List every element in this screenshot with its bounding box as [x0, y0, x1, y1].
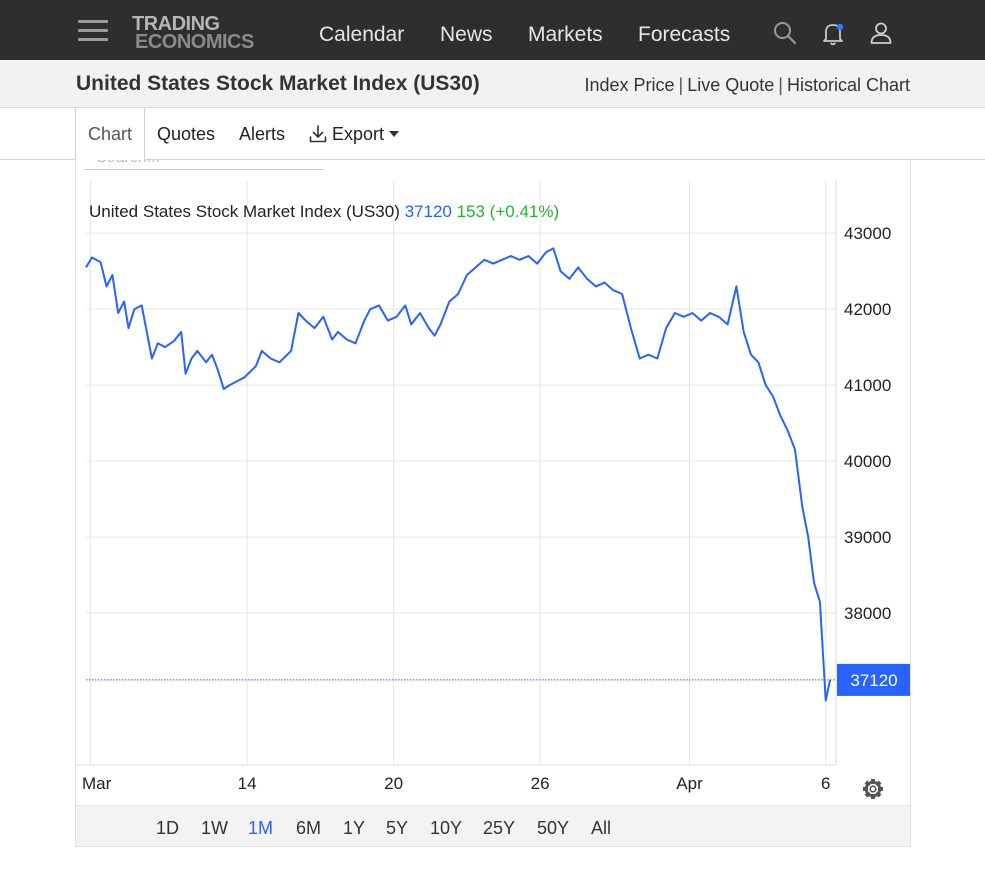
y-tick-label: 41000 — [844, 376, 891, 395]
nav-calendar[interactable]: Calendar — [319, 23, 405, 46]
range-button-1w[interactable]: 1W — [201, 818, 228, 838]
x-tick-label: 6 — [821, 774, 830, 793]
logo-line-1: TRADING — [132, 13, 220, 35]
tab-quotes[interactable]: Quotes — [157, 124, 216, 144]
trading-economics-logo[interactable]: TRADING ECONOMICS — [132, 14, 282, 54]
price-chart[interactable]: 43000 42000 41000 40000 39000 38000 Mar 14 20 26 A… — [76, 160, 911, 805]
x-tick-label: Apr — [676, 774, 703, 793]
x-tick-label: 14 — [238, 774, 257, 793]
logo-line-2: ECONOMICS — [135, 31, 254, 53]
quote-name: United States Stock Market Index (US30) — [89, 202, 405, 221]
tab-alerts[interactable]: Alerts — [239, 124, 286, 144]
chart-tabs-bar: Chart Quotes Alerts Export — [0, 108, 985, 160]
link-separator: | — [678, 75, 684, 95]
last-price-box — [837, 663, 910, 696]
range-button-1d[interactable]: 1D — [156, 818, 180, 838]
search-icon[interactable] — [772, 20, 798, 46]
range-selector: 1D 1W 1M 6M 1Y 5Y 10Y 25Y 50Y All — [76, 805, 910, 846]
range-button-6m[interactable]: 6M — [296, 818, 322, 838]
gear-icon[interactable] — [863, 779, 883, 799]
range-button-25y[interactable]: 25Y — [483, 818, 516, 838]
nav-forecasts[interactable]: Forecasts — [638, 23, 731, 46]
range-button-10y[interactable]: 10Y — [430, 818, 463, 838]
menu-icon[interactable] — [78, 18, 108, 44]
quote-change: 153 (+0.41%) — [457, 202, 560, 221]
index-price-link[interactable]: Index Price — [584, 75, 675, 95]
range-button-50y[interactable]: 50Y — [537, 818, 570, 838]
live-quote-link[interactable]: Live Quote — [687, 75, 775, 95]
y-tick-label: 38000 — [844, 604, 891, 623]
range-button-1y[interactable]: 1Y — [343, 818, 366, 838]
download-icon — [309, 125, 327, 143]
link-separator: | — [778, 75, 783, 95]
user-icon[interactable] — [868, 20, 894, 46]
series-line — [85, 247, 832, 702]
x-tick-label: 20 — [384, 774, 403, 793]
page-title: United States Stock Market Index (US30) — [76, 72, 480, 95]
range-button-all[interactable]: All — [591, 818, 612, 838]
quote-price: 37120 — [405, 202, 457, 221]
bell-icon[interactable] — [820, 20, 846, 46]
caret-down-icon — [389, 131, 400, 137]
export-label: Export — [332, 124, 385, 144]
chart-container: Search... 43000 42000 41000 40000 39000 38000… — [75, 160, 911, 847]
last-price-label: 37120 — [850, 671, 897, 690]
export-dropdown[interactable]: Export — [308, 108, 400, 160]
subheader-links: Index Price | Live Quote | Historical Chart — [584, 74, 910, 96]
symbol-search-input[interactable]: Search... — [84, 160, 324, 170]
historical-chart-link[interactable]: Historical Chart — [786, 75, 910, 95]
top-navigation-bar: TRADING ECONOMICS Calendar News Markets … — [0, 0, 985, 60]
x-tick-label: 26 — [531, 774, 550, 793]
chart-toolbar: Search... — [76, 160, 910, 172]
y-tick-label: 43000 — [844, 224, 891, 243]
y-tick-label: 42000 — [844, 300, 891, 319]
y-tick-label: 40000 — [844, 452, 891, 471]
range-button-1m[interactable]: 1M — [238, 816, 283, 846]
quote-legend: United States Stock Market Index (US30) … — [89, 202, 559, 221]
tab-chart[interactable]: Chart — [75, 108, 145, 160]
y-tick-label: 39000 — [844, 528, 891, 547]
x-tick-label: Mar — [82, 774, 112, 793]
nav-news[interactable]: News — [440, 23, 493, 46]
nav-markets[interactable]: Markets — [528, 23, 603, 46]
subheader-bar: United States Stock Market Index (US30) … — [0, 60, 985, 108]
range-button-5y[interactable]: 5Y — [386, 818, 409, 838]
